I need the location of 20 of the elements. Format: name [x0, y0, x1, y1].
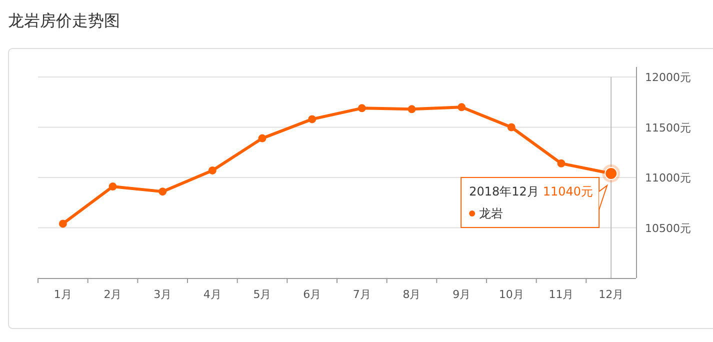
xtick-label: 11月: [548, 288, 574, 301]
xtick-label: 4月: [203, 288, 222, 301]
xtick-label: 3月: [154, 288, 172, 301]
annotation: 2018年12月: [469, 184, 539, 198]
xtick-label: 8月: [402, 288, 421, 301]
xtick-label: 10月: [498, 288, 524, 301]
xtick-label: 5月: [253, 288, 272, 301]
xtick-label: 1月: [54, 288, 72, 301]
ytick-label: 12000元: [645, 71, 691, 84]
xtick-label: 7月: [352, 288, 371, 301]
value-label: 11040元: [542, 184, 594, 198]
xtick-label: 2月: [104, 288, 122, 301]
xtick-label: 6月: [303, 288, 322, 301]
ytick-label: 10500元: [645, 222, 691, 235]
xtick-label: 12月: [598, 288, 624, 301]
ytick-label: 11000元: [645, 172, 691, 184]
series-name: 龙岩: [479, 206, 504, 220]
xtick-label: 9月: [452, 288, 471, 301]
ytick-label: 11500元: [645, 121, 691, 134]
title: 龙岩房价走势图: [8, 11, 120, 30]
